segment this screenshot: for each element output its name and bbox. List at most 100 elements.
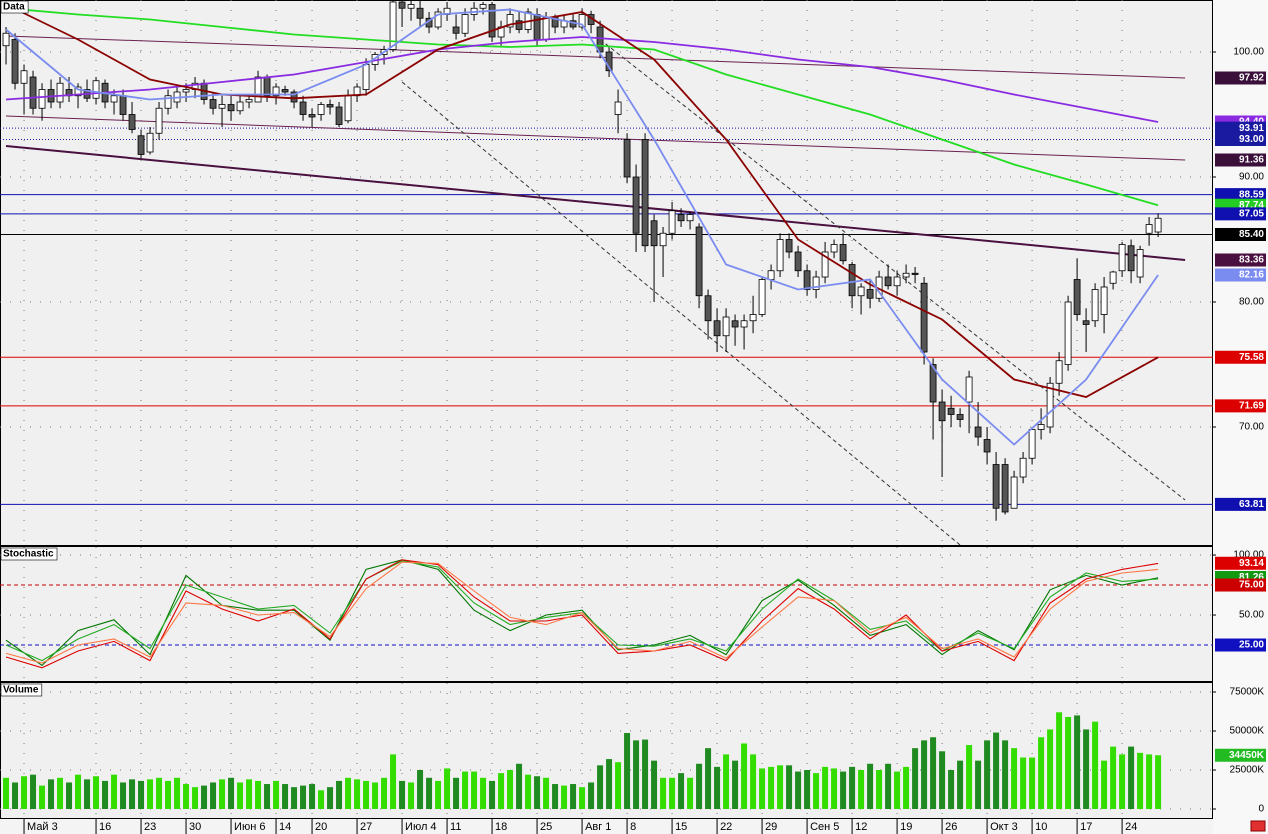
x-tick-label: 27 (360, 821, 372, 833)
candle-body (767, 270, 775, 280)
candle-body (407, 4, 415, 9)
volume-bar (3, 777, 10, 809)
y-tick-label: 80.00 (1239, 297, 1264, 308)
x-tick-label: Окт 3 (990, 821, 1018, 833)
volume-bar (399, 780, 406, 809)
candle-body (983, 439, 991, 453)
x-tick-label: 17 (1080, 821, 1092, 833)
moving-average (5, 8, 1159, 446)
price-marker-label: 82.16 (1239, 270, 1264, 281)
candle-body (110, 95, 118, 103)
x-tick-label: 26 (945, 821, 957, 833)
volume-bar (525, 774, 532, 809)
volume-bar (192, 787, 199, 809)
panel-title: Stochastic (3, 549, 54, 560)
price-marker-label: 91.36 (1239, 155, 1264, 166)
volume-bar (462, 771, 469, 809)
candle-body (155, 107, 163, 134)
y-tick-label: 0 (1258, 804, 1264, 815)
volume-bar (813, 773, 820, 809)
candle-body (1154, 217, 1162, 233)
volume-plot (0, 683, 1213, 818)
price-marker-label: 75.00 (1239, 580, 1264, 591)
candle-body (1082, 320, 1090, 325)
volume-bar (1083, 729, 1090, 809)
y-tick-label: 90.00 (1239, 172, 1264, 183)
trend-line (5, 35, 1186, 79)
volume-bar (516, 763, 523, 809)
candle-body (758, 279, 766, 315)
volume-bar (930, 737, 937, 809)
volume-bar (273, 780, 280, 809)
price-marker (1215, 556, 1266, 570)
y-tick-label: 50000K (1230, 726, 1265, 737)
candle-body (614, 101, 622, 115)
candle-body (830, 244, 838, 253)
price-marker-label: 97.92 (1239, 73, 1264, 84)
candle-body (1010, 476, 1018, 509)
candle-body (398, 1, 406, 9)
volume-bar (21, 776, 28, 809)
price-marker (1215, 188, 1266, 202)
volume-bar (759, 768, 766, 809)
candle-body (263, 76, 271, 97)
volume-bar (849, 766, 856, 809)
volume-bar (282, 784, 289, 809)
volume-bar (309, 784, 316, 809)
candle-body (362, 64, 370, 90)
candle-body (866, 289, 874, 299)
volume-bar (453, 777, 460, 809)
volume-bar (201, 785, 208, 809)
volume-bar (534, 776, 541, 809)
candle-body (1109, 271, 1117, 284)
volume-bar (984, 740, 991, 809)
volume-bar (30, 774, 37, 809)
x-tick-label: 16 (99, 821, 111, 833)
volume-bar (1002, 740, 1009, 809)
x-tick-label: 14 (279, 821, 291, 833)
volume-bar (1092, 721, 1099, 809)
candle-body (434, 11, 442, 28)
candle-body (794, 251, 802, 272)
volume-bar (795, 771, 802, 809)
stochastic-plot (0, 547, 1213, 681)
volume-bar (876, 769, 883, 809)
x-tick-label: 23 (144, 821, 156, 833)
volume-bar (318, 790, 325, 809)
volume-bar (894, 771, 901, 809)
x-tick-label: 19 (900, 821, 912, 833)
candle-body (128, 114, 136, 130)
candle-body (1100, 286, 1108, 315)
volume-bar (1020, 757, 1027, 809)
volume-bar (39, 785, 46, 809)
price-marker (1215, 638, 1266, 652)
x-tick-label: 20 (315, 821, 327, 833)
candle-body (731, 320, 739, 328)
volume-bar (957, 760, 964, 809)
candle-body (119, 95, 127, 115)
volume-bar (561, 785, 568, 809)
candle-body (992, 464, 1000, 509)
volume-bar (210, 782, 217, 809)
candle-body (812, 276, 820, 290)
volume-bar (93, 776, 100, 809)
volume-bar (948, 769, 955, 809)
candle-body (1073, 279, 1081, 315)
x-tick-label: Май 3 (27, 821, 58, 833)
candle-body (56, 82, 64, 103)
candle-body (947, 407, 955, 415)
price-marker-label: 81.26 (1239, 572, 1264, 583)
volume-bar (435, 780, 442, 809)
candle-body (1037, 424, 1045, 430)
volume-bar (1065, 716, 1072, 809)
volume-bar (1056, 712, 1063, 809)
candle-body (722, 316, 730, 337)
candle-body (686, 214, 694, 222)
candle-body (137, 135, 145, 155)
candle-body (821, 251, 829, 278)
volume-bar (228, 777, 235, 809)
candle-body (1028, 429, 1036, 459)
candle-body (317, 104, 325, 115)
candle-body (749, 314, 757, 322)
price-marker (1215, 153, 1266, 167)
